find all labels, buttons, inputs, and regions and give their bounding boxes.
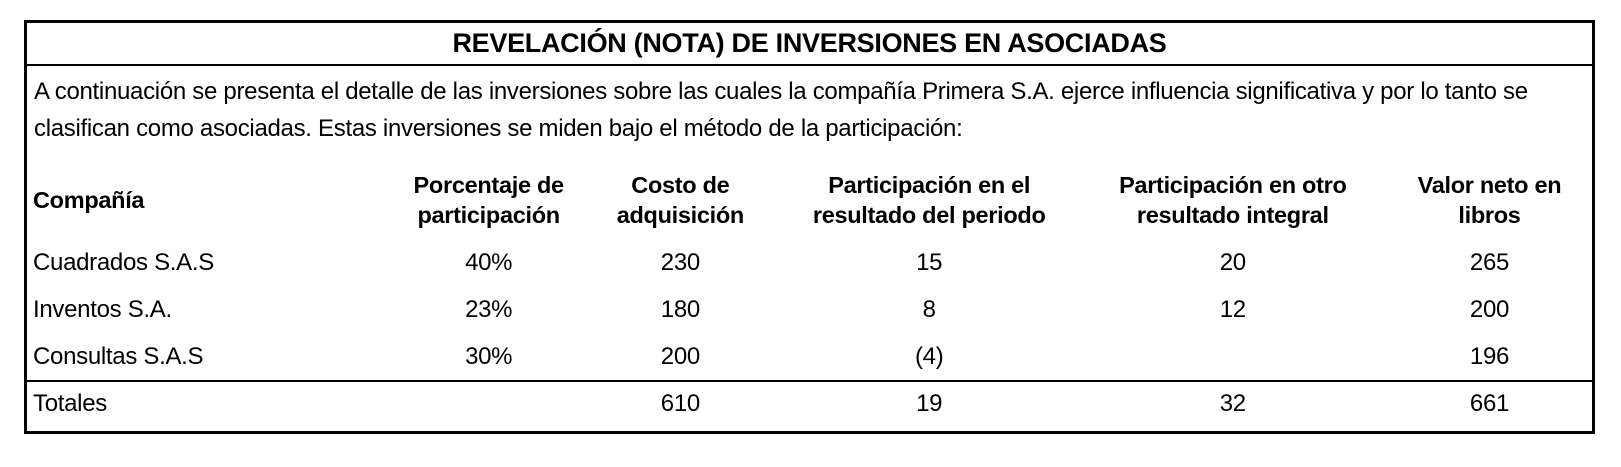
cell-costo: 230 — [660, 248, 700, 276]
totals-costo: 610 — [580, 380, 780, 426]
header-company: Compañía — [33, 187, 145, 213]
cell-resultado: (4) — [914, 342, 944, 370]
table-row: Consultas S.A.S 30% 200 (4) 196 — [27, 333, 1592, 381]
header-porcentaje: Porcentaje de participación — [413, 172, 565, 228]
cell-resultado: 8 — [922, 295, 936, 323]
cell-company: Cuadrados S.A.S — [33, 248, 214, 276]
page-title: REVELACIÓN (NOTA) DE INVERSIONES EN ASOC… — [27, 23, 1592, 66]
cell-costo: 180 — [660, 295, 700, 323]
header-resultado-periodo: Participación en el resultado del period… — [812, 172, 1046, 228]
totals-pct — [396, 380, 581, 426]
cell-pct: 40% — [465, 248, 513, 276]
investments-table: Compañía Porcentaje de participación Cos… — [27, 161, 1592, 426]
totals-label: Totales — [27, 380, 397, 426]
table-header-row: Compañía Porcentaje de participación Cos… — [27, 161, 1592, 239]
totals-neto: 661 — [1386, 380, 1592, 426]
cell-neto: 196 — [1469, 342, 1510, 370]
cell-costo: 200 — [660, 342, 700, 370]
cell-pct: 30% — [465, 342, 513, 370]
cell-resultado: 15 — [916, 248, 943, 276]
header-costo: Costo de adquisición — [616, 172, 745, 228]
cell-integral — [1079, 333, 1387, 381]
header-valor-neto: Valor neto en libros — [1417, 172, 1562, 228]
table-row: Cuadrados S.A.S 40% 230 15 20 265 — [27, 239, 1592, 286]
totals-row: Totales 610 19 32 661 — [27, 380, 1592, 426]
cell-company: Consultas S.A.S — [33, 342, 204, 370]
cell-integral: 12 — [1219, 295, 1246, 323]
intro-paragraph: A continuación se presenta el detalle de… — [34, 78, 1528, 142]
totals-integral: 32 — [1078, 380, 1387, 426]
cell-pct: 23% — [465, 295, 513, 323]
cell-integral: 20 — [1219, 248, 1246, 276]
cell-neto: 200 — [1469, 295, 1510, 323]
cell-neto: 265 — [1469, 248, 1510, 276]
header-resultado-integral: Participación en otro resultado integral — [1119, 172, 1347, 228]
cell-company: Inventos S.A. — [33, 295, 172, 323]
table-row: Inventos S.A. 23% 180 8 12 200 — [27, 286, 1592, 333]
note-frame: REVELACIÓN (NOTA) DE INVERSIONES EN ASOC… — [24, 20, 1595, 434]
totals-resultado: 19 — [779, 380, 1079, 426]
